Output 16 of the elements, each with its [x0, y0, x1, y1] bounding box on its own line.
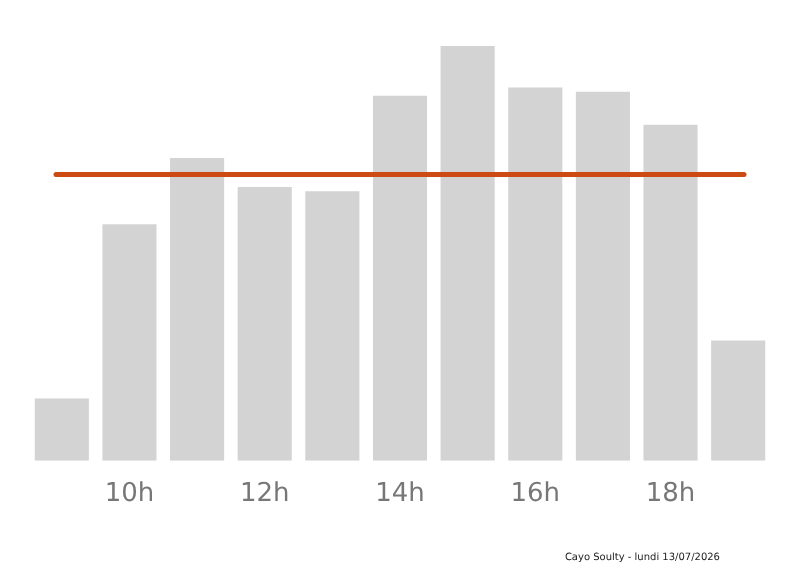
bar	[34, 398, 89, 461]
x-tick-label: 10h	[104, 479, 155, 510]
bar	[575, 91, 630, 461]
bar	[237, 187, 292, 461]
bar	[372, 95, 428, 461]
bar	[643, 124, 698, 461]
bar	[102, 224, 157, 461]
bar	[440, 46, 495, 461]
x-tick-label: 18h	[645, 479, 696, 510]
x-tick-label: 12h	[239, 479, 290, 510]
bar	[711, 340, 766, 461]
x-tick-label: 14h	[375, 479, 425, 510]
bar	[508, 87, 563, 461]
bar	[170, 158, 225, 461]
x-tick-label: 16h	[510, 479, 561, 510]
bar	[305, 191, 360, 461]
